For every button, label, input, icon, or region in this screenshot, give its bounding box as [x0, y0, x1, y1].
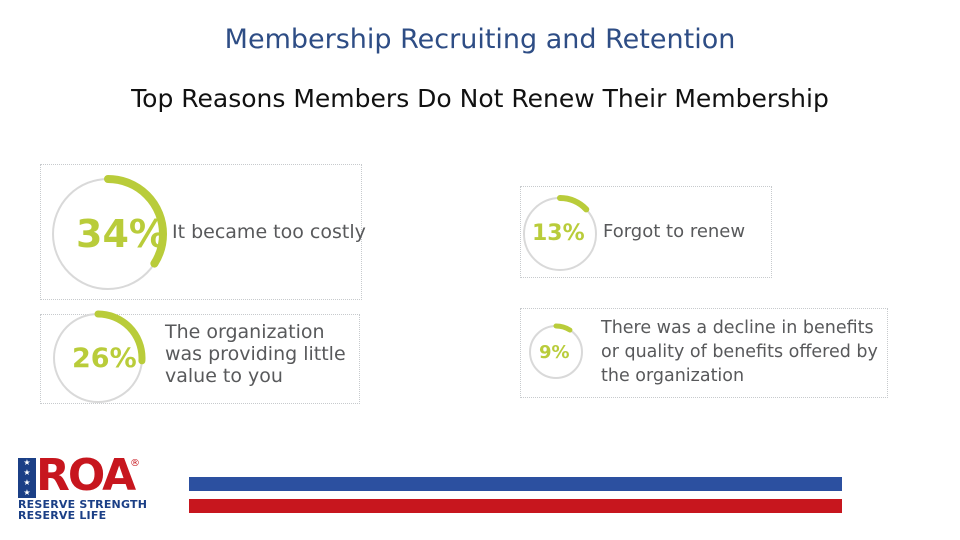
registered-mark: ®	[130, 458, 140, 469]
stat-label: There was a decline in benefits or quali…	[601, 318, 878, 386]
stat-card: 26% The organization was providing littl…	[48, 308, 368, 408]
logo-tagline-2: RESERVE LIFE	[18, 509, 107, 522]
stat-percent: 13%	[532, 221, 585, 246]
page-subtitle: Top Reasons Members Do Not Renew Their M…	[131, 84, 829, 113]
stat-label: It became too costly	[172, 221, 366, 243]
logo-wordmark: ROA	[36, 450, 136, 501]
stat-card: 34% It became too costly	[48, 174, 368, 294]
stat-label: Forgot to renew	[603, 221, 746, 242]
page-title: Membership Recruiting and Retention	[224, 24, 736, 55]
logo-tagline-1: RESERVE STRENGTH	[18, 498, 148, 511]
stars-icon: ★ ★ ★ ★	[18, 458, 36, 498]
progress-ring	[50, 310, 146, 406]
stat-label: The organization was providing little va…	[165, 321, 346, 387]
stat-percent: 34%	[76, 212, 167, 256]
stat-percent: 9%	[539, 342, 570, 363]
blue-stripe	[189, 477, 842, 491]
progress-ring	[521, 195, 599, 273]
stat-card: 9% There was a decline in benefits or qu…	[528, 314, 888, 394]
stat-card: 13% Forgot to renew	[520, 194, 780, 274]
stat-percent: 26%	[72, 343, 137, 374]
progress-ring	[49, 175, 167, 293]
progress-ring	[528, 323, 585, 381]
roa-logo: ★ ★ ★ ★ ROA ® RESERVE STRENGTH RESERVE LIFE	[18, 450, 147, 522]
red-stripe	[189, 499, 842, 513]
